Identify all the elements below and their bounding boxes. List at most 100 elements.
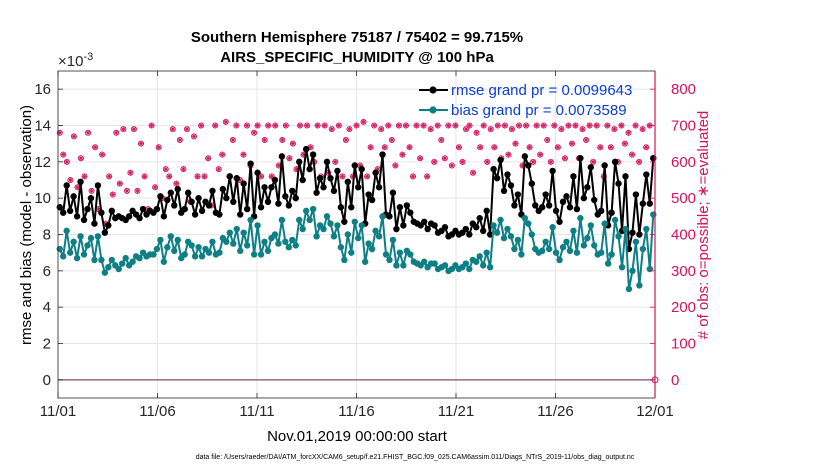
rmse-point xyxy=(174,185,181,193)
obs-evaluated-point xyxy=(261,137,268,143)
bias-point xyxy=(240,229,247,236)
rmse-point xyxy=(552,207,560,215)
rmse-point xyxy=(580,194,588,202)
obs-evaluated-point xyxy=(78,155,84,161)
y2-axis-label: # of obs: o=possible; ∗=evaluated xyxy=(695,111,712,340)
obs-evaluated-point xyxy=(290,140,296,147)
obs-evaluated-point xyxy=(565,122,572,129)
obs-evaluated-point xyxy=(629,151,635,158)
y2-tick-label: 800 xyxy=(671,81,696,98)
bias-point xyxy=(306,216,313,224)
bias-point xyxy=(198,253,206,260)
rmse-point xyxy=(549,167,556,175)
bias-point xyxy=(334,222,341,229)
obs-evaluated-point xyxy=(184,126,190,132)
bias-point xyxy=(309,205,317,213)
rmse-point xyxy=(330,187,338,195)
bias-point xyxy=(604,260,612,267)
series-layer xyxy=(56,118,659,384)
rmse-point xyxy=(566,204,574,211)
obs-evaluated-point xyxy=(194,173,201,180)
rmse-point xyxy=(233,174,240,182)
obs-evaluated-point xyxy=(230,137,236,143)
y-tick-label: 2 xyxy=(43,336,51,353)
bias-point xyxy=(490,222,497,229)
bias-point xyxy=(330,233,338,240)
obs-evaluated-point xyxy=(639,126,646,132)
bias-point xyxy=(289,236,296,244)
obs-evaluated-point xyxy=(583,137,589,143)
bias-point xyxy=(462,260,470,267)
y-tick-label: 8 xyxy=(43,227,51,244)
bias-point xyxy=(563,238,570,245)
rmse-point xyxy=(358,165,365,173)
obs-evaluated-point xyxy=(106,173,113,180)
y2-tick-label: 0 xyxy=(671,372,679,389)
y2-tick-label: 100 xyxy=(671,336,696,353)
obs-evaluated-point xyxy=(579,126,586,132)
bias-point xyxy=(261,238,268,245)
obs-evaluated-point xyxy=(586,122,593,129)
obs-evaluated-point xyxy=(593,122,600,129)
x-tick-label: 11/26 xyxy=(537,403,573,420)
y2-tick-label: 500 xyxy=(671,190,696,207)
bias-point xyxy=(483,249,490,256)
rmse-point xyxy=(584,184,591,191)
bias-point xyxy=(153,245,161,253)
obs-evaluated-point xyxy=(325,169,332,176)
bias-point xyxy=(601,220,608,227)
rmse-point xyxy=(66,207,74,215)
y-tick-label: 6 xyxy=(43,263,51,280)
rmse-point xyxy=(219,185,227,193)
obs-evaluated-point xyxy=(201,173,208,180)
bias-point xyxy=(372,227,379,235)
bias-point xyxy=(282,238,289,245)
bias-point xyxy=(101,269,109,276)
obs-evaluated-point xyxy=(304,122,310,129)
obs-evaluated-point xyxy=(473,129,480,136)
legend-bias-label: bias grand pr = 0.0073589 xyxy=(451,102,627,119)
rmse-point xyxy=(646,200,653,207)
obs-evaluated-point xyxy=(526,144,533,151)
rmse-point xyxy=(195,194,202,202)
obs-evaluated-point xyxy=(495,122,501,129)
rmse-point xyxy=(337,204,345,211)
obs-evaluated-point xyxy=(346,126,353,132)
legend-rmse-label: rmse grand pr = 0.0099643 xyxy=(451,82,632,99)
rmse-point xyxy=(254,169,261,176)
bias-point xyxy=(518,251,525,258)
rmse-point xyxy=(407,209,414,216)
bias-point xyxy=(507,233,515,240)
obs-evaluated-point xyxy=(265,122,271,129)
rmse-point xyxy=(483,207,490,215)
obs-evaluated-point xyxy=(92,144,98,151)
bias-point xyxy=(615,233,622,240)
obs-evaluated-point xyxy=(307,144,314,151)
rmse-point xyxy=(542,191,549,198)
bias-point xyxy=(556,256,563,264)
bias-point xyxy=(271,231,279,238)
rmse-point xyxy=(608,209,615,216)
rmse-point xyxy=(500,187,508,195)
bias-point xyxy=(525,220,532,227)
obs-evaluated-point xyxy=(166,173,173,180)
obs-evaluated-point xyxy=(328,126,335,132)
bias-point xyxy=(625,285,633,293)
obs-evaluated-point xyxy=(124,188,130,194)
bias-point xyxy=(223,238,230,245)
obs-evaluated-point xyxy=(191,133,197,140)
rmse-point xyxy=(275,200,282,207)
rmse-point xyxy=(545,202,553,209)
bias-point xyxy=(80,251,88,258)
obs-evaluated-point xyxy=(555,144,561,151)
rmse-point xyxy=(226,173,234,180)
obs-evaluated-point xyxy=(64,159,70,165)
rmse-point xyxy=(611,158,619,166)
rmse-point xyxy=(386,213,393,220)
axes: 11/01 11/06 11/11 11/16 11/21 11/26 12/01 0 2 4 6 8… xyxy=(34,71,696,420)
bias-point xyxy=(552,249,560,256)
bias-point xyxy=(84,242,91,249)
rmse-point xyxy=(559,198,567,205)
rmse-point xyxy=(136,214,143,222)
rmse-point xyxy=(80,216,88,224)
